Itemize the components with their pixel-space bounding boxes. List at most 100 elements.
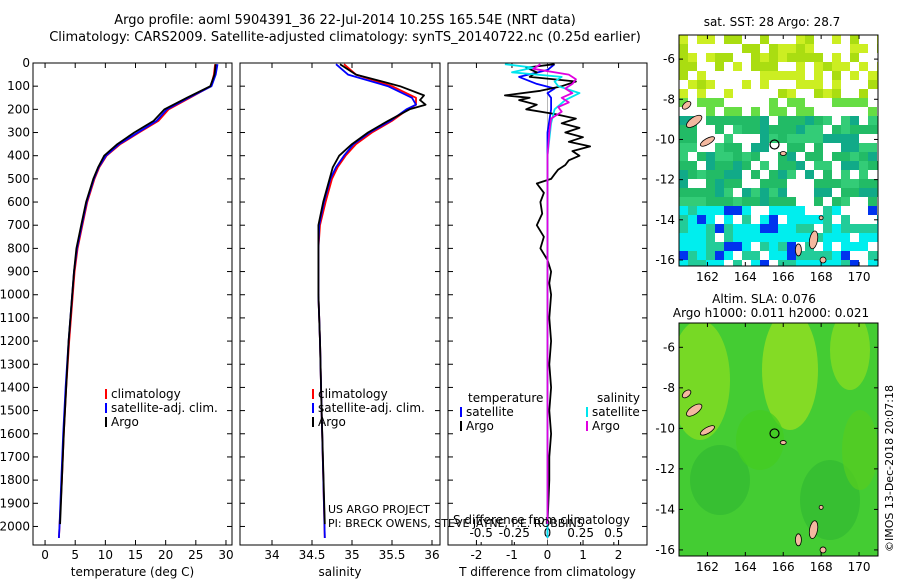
sst-cell [823,161,832,170]
sst-cell [679,179,688,188]
sst-cell [787,152,796,161]
sla-patch [830,323,870,390]
sst-cell [796,161,805,170]
sst-cell [787,71,796,80]
sst-cell [814,125,823,134]
island [819,256,827,264]
sst-cell [868,71,877,80]
sst-cell [679,206,688,215]
sst-cell [796,53,805,62]
sst-cell [715,179,724,188]
sst-cell [742,188,751,197]
sst-cell [796,44,805,53]
sst-cell [832,179,841,188]
sst-cell [787,215,796,224]
sst-cell [796,35,805,44]
sst-cell [724,161,733,170]
sst-cell [679,224,688,233]
sst-cell [751,251,760,260]
sst-cell [769,206,778,215]
series-line-satellite-adj-clim- [58,64,219,539]
sst-cell [679,260,688,266]
sst-cell [805,251,814,260]
sst-cell [769,170,778,179]
sst-cell [823,116,832,125]
sst-cell [814,233,823,242]
sst-cell [814,143,823,152]
sst-cell [805,224,814,233]
legend-label: Argo [318,415,346,429]
sst-cell [679,242,688,251]
sst-cell [706,233,715,242]
sst-cell [688,188,697,197]
sst-cell [778,89,787,98]
sst-cell [796,62,805,71]
sst-cell [697,80,706,89]
sst-cell [796,116,805,125]
sst-cell [751,107,760,116]
sst-cell [751,170,760,179]
sst-cell [850,179,859,188]
sst-cell [823,134,832,143]
x-tick-label: 2 [615,548,623,562]
sst-cell [679,62,688,71]
sst-cell [868,107,877,116]
sst-cell [724,233,733,242]
sst-cell [679,125,688,134]
sst-cell [706,215,715,224]
sst-cell [769,188,778,197]
sst-cell [706,116,715,125]
sst-cell [823,242,832,251]
sst-cell [724,53,733,62]
sst-cell [733,233,742,242]
sst-cell [697,260,706,266]
sst-cell [688,251,697,260]
sst-cell [868,224,877,233]
sst-cell [868,80,877,89]
map-body [679,323,878,556]
sst-cell [796,251,805,260]
sst-cell [751,188,760,197]
sst-cell [805,170,814,179]
depth-tick-label: 2000 [0,519,30,533]
sst-cell [679,188,688,197]
sla-patch [690,445,750,515]
x-tick-label: -2 [470,548,482,562]
sst-cell [868,260,877,266]
sst-cell [769,224,778,233]
map-sst: -6 -8 -10 -12 -14 -16 162 164 166 168 170 [655,34,879,284]
lat-tick-label: -8 [663,381,675,395]
sst-cell [751,62,760,71]
sst-cell [859,152,868,161]
sst-cell [832,134,841,143]
sst-cell [841,179,850,188]
sst-cell [850,260,859,266]
sst-cell [697,35,706,44]
sst-cell [715,53,724,62]
sst-cell [778,107,787,116]
sst-cell [841,242,850,251]
sst-cell [832,98,841,107]
sla-patch [800,460,860,540]
sst-cell [787,197,796,206]
legend-label: satellite [466,405,514,419]
sst-cell [832,35,841,44]
sst-cell [841,62,850,71]
sst-cell [805,107,814,116]
island [818,504,824,510]
lat-tick-label: -10 [655,132,675,146]
lat-tick-label: -6 [663,340,675,354]
sst-cell [697,215,706,224]
sst-cell [715,125,724,134]
map-frame [678,322,879,557]
sst-cell [688,143,697,152]
x-tick-label: -1 [506,548,518,562]
sst-cell [706,107,715,116]
sst-cell [778,116,787,125]
sla-map-title: Altim. SLA: 0.076 [712,292,816,306]
island [819,546,827,554]
sst-cell [751,260,760,266]
sst-cell [724,134,733,143]
sst-map-title: sat. SST: 28 Argo: 28.7 [704,15,841,29]
title-line1: Argo profile: aoml 5904391_36 22-Jul-201… [114,13,576,28]
